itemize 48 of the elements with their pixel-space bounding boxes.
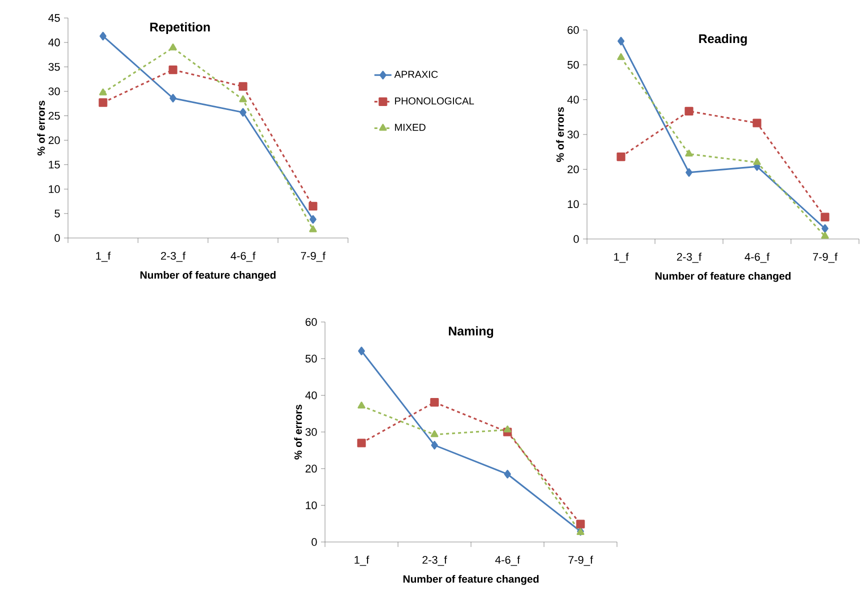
- y-tick-label: 10: [306, 501, 317, 510]
- y-tick-label: 10: [48, 185, 60, 193]
- y-tick-label: 40: [567, 96, 579, 104]
- y-tick-label: 20: [48, 136, 60, 144]
- legend-label: APRAXIC: [394, 70, 438, 78]
- legend-label: MIXED: [395, 124, 426, 131]
- x-tick-label: 4-6_f: [230, 252, 256, 262]
- y-tick-label: 50: [568, 60, 579, 69]
- y-tick-label: 60: [568, 26, 579, 34]
- y-tick-label: 20: [568, 165, 579, 174]
- y-tick-label: 5: [54, 210, 60, 218]
- y-tick-label: 10: [568, 200, 579, 208]
- x-tick-label: 2-3_f: [677, 252, 702, 263]
- y-tick-label: 20: [306, 464, 317, 473]
- y-axis-title: % of errors: [37, 100, 45, 156]
- y-tick-label: 45: [48, 14, 60, 22]
- y-axis-title: % of errors: [294, 404, 302, 460]
- y-tick-label: 60: [306, 318, 317, 326]
- x-axis-title: Number of feature changed: [655, 272, 791, 282]
- y-tick-label: 30: [567, 130, 579, 138]
- chart-title: Repetition: [150, 22, 210, 34]
- y-axis-title: % of errors: [556, 107, 564, 162]
- x-tick-label: 2-3_f: [161, 252, 186, 262]
- y-tick-label: 30: [305, 428, 317, 436]
- x-axis-title: Number of feature changed: [403, 575, 539, 585]
- y-tick-label: 25: [48, 112, 60, 120]
- x-tick-label: 1_f: [96, 252, 111, 262]
- x-tick-label: 1_f: [354, 556, 370, 566]
- y-tick-label: 40: [48, 38, 60, 46]
- y-tick-label: 35: [48, 63, 60, 71]
- y-tick-label: 40: [305, 391, 317, 400]
- y-tick-label: 50: [306, 354, 317, 363]
- x-tick-label: 2-3_f: [422, 556, 448, 566]
- chart-title: Naming: [448, 326, 494, 338]
- y-tick-label: 30: [48, 87, 60, 96]
- legend-label: PHONOLOGICAL: [395, 97, 474, 104]
- x-tick-label: 4-6_f: [495, 556, 520, 566]
- x-tick-label: 4-6_f: [744, 252, 770, 263]
- x-tick-label: 7-9_f: [301, 252, 326, 262]
- y-tick-label: 0: [574, 235, 579, 243]
- x-tick-label: 7-9_f: [568, 556, 594, 566]
- y-tick-label: 15: [48, 160, 60, 168]
- x-tick-label: 7-9_f: [813, 252, 838, 263]
- chart-title: Reading: [699, 34, 747, 46]
- x-tick-label: 1_f: [614, 252, 629, 263]
- x-axis-title: Number of feature changed: [140, 271, 276, 281]
- y-tick-label: 0: [54, 234, 60, 242]
- y-tick-label: 0: [312, 538, 317, 546]
